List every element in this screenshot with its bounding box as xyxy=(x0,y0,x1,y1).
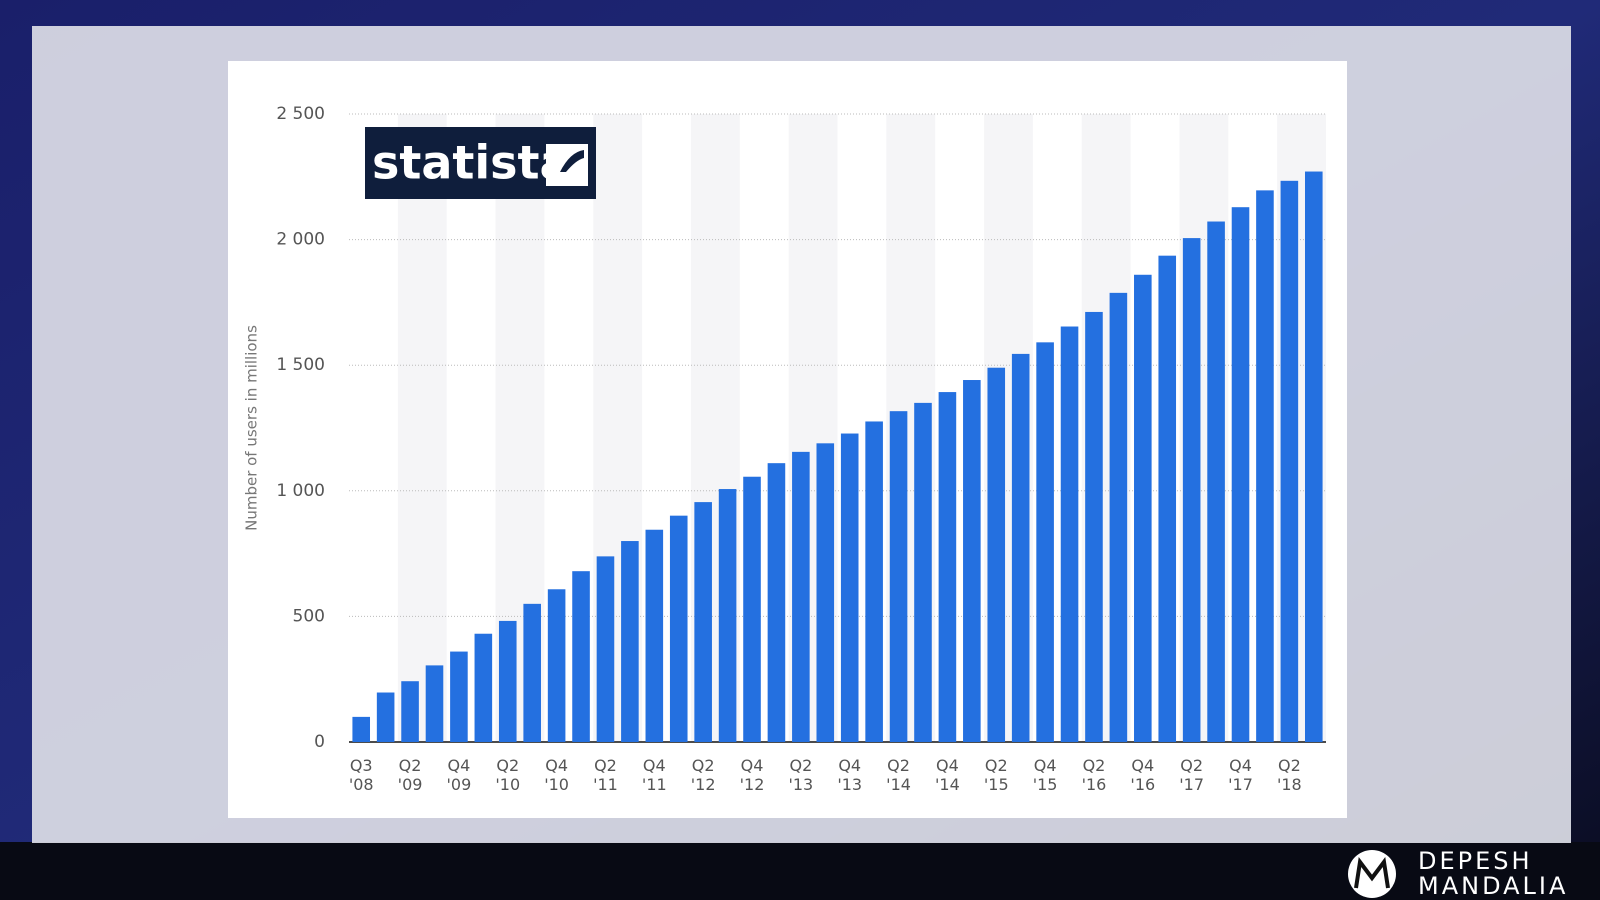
bar xyxy=(572,571,590,742)
bar xyxy=(816,443,835,742)
bar xyxy=(1256,190,1274,742)
bar xyxy=(767,463,786,742)
x-tick-label: Q4 '17 xyxy=(1228,756,1253,794)
bar xyxy=(743,476,761,742)
bar xyxy=(401,681,419,742)
bar xyxy=(1085,311,1103,742)
bar xyxy=(938,392,957,742)
x-tick-label: Q2 '12 xyxy=(690,756,716,794)
bottom-strip xyxy=(0,842,1600,900)
x-tick-label: Q3 '08 xyxy=(348,756,374,794)
x-tick-label: Q2 '16 xyxy=(1081,756,1107,794)
bar xyxy=(963,380,981,742)
bar xyxy=(523,603,541,742)
bar xyxy=(792,451,810,742)
bar xyxy=(1109,292,1128,742)
bar xyxy=(645,529,664,742)
column-stripe xyxy=(397,114,447,742)
x-tick-label: Q4 '16 xyxy=(1130,756,1156,794)
bar xyxy=(694,502,712,742)
brand-line1: DEPESH xyxy=(1418,847,1533,875)
brand-logo-mark xyxy=(1354,856,1390,889)
y-tick-label: 1 500 xyxy=(276,355,325,375)
y-tick-label: 1 000 xyxy=(276,481,325,501)
x-tick-label: Q4 '10 xyxy=(544,756,569,794)
x-tick-label: Q2 '09 xyxy=(397,756,423,794)
bar xyxy=(596,556,615,742)
bar xyxy=(352,716,371,742)
y-axis-label: Number of users in millions xyxy=(243,325,261,531)
x-tick-label: Q2 '14 xyxy=(886,756,911,794)
x-tick-label: Q4 '13 xyxy=(837,756,863,794)
bar xyxy=(987,367,1006,742)
bar xyxy=(450,651,468,742)
bar xyxy=(1304,171,1323,743)
x-tick-label: Q2 '18 xyxy=(1276,756,1302,794)
x-tick-label: Q4 '09 xyxy=(446,756,472,794)
bar xyxy=(718,489,737,742)
bar xyxy=(669,515,688,742)
bar xyxy=(474,633,493,742)
bar xyxy=(1182,238,1201,742)
bar xyxy=(1207,221,1225,742)
x-tick-label: Q4 '15 xyxy=(1032,756,1058,794)
bar xyxy=(1280,180,1299,742)
bar xyxy=(1011,353,1030,742)
bar xyxy=(865,421,883,742)
bar xyxy=(1231,207,1250,743)
x-tick-label: Q2 '13 xyxy=(788,756,814,794)
bar xyxy=(547,589,566,742)
brand-line2: MANDALIA xyxy=(1418,872,1568,900)
y-tick-label: 2 000 xyxy=(276,230,325,250)
bar xyxy=(498,620,517,742)
logo-icon-mark xyxy=(550,150,584,172)
x-tick-label: Q4 '14 xyxy=(935,756,960,794)
bar xyxy=(1036,342,1054,742)
x-tick-label: Q2 '15 xyxy=(983,756,1009,794)
logo-text: statista xyxy=(372,136,571,190)
bar xyxy=(425,665,444,742)
bar xyxy=(621,541,639,742)
x-tick-label: Q2 '10 xyxy=(495,756,521,794)
brand-logo xyxy=(1348,850,1396,898)
x-tick-label: Q2 '11 xyxy=(593,756,618,794)
bar xyxy=(376,692,395,742)
y-tick-label: 2 500 xyxy=(276,104,325,124)
bar xyxy=(840,433,859,742)
bar xyxy=(1134,274,1152,742)
x-tick-label: Q2 '17 xyxy=(1179,756,1205,794)
bar xyxy=(1158,255,1177,742)
x-tick-label: Q4 '12 xyxy=(739,756,765,794)
y-tick-label: 0 xyxy=(314,732,325,752)
bar xyxy=(1060,326,1079,742)
x-tick-label: Q4 '11 xyxy=(641,756,667,794)
bar xyxy=(914,402,932,742)
bar xyxy=(889,411,908,742)
y-tick-label: 500 xyxy=(293,606,325,626)
